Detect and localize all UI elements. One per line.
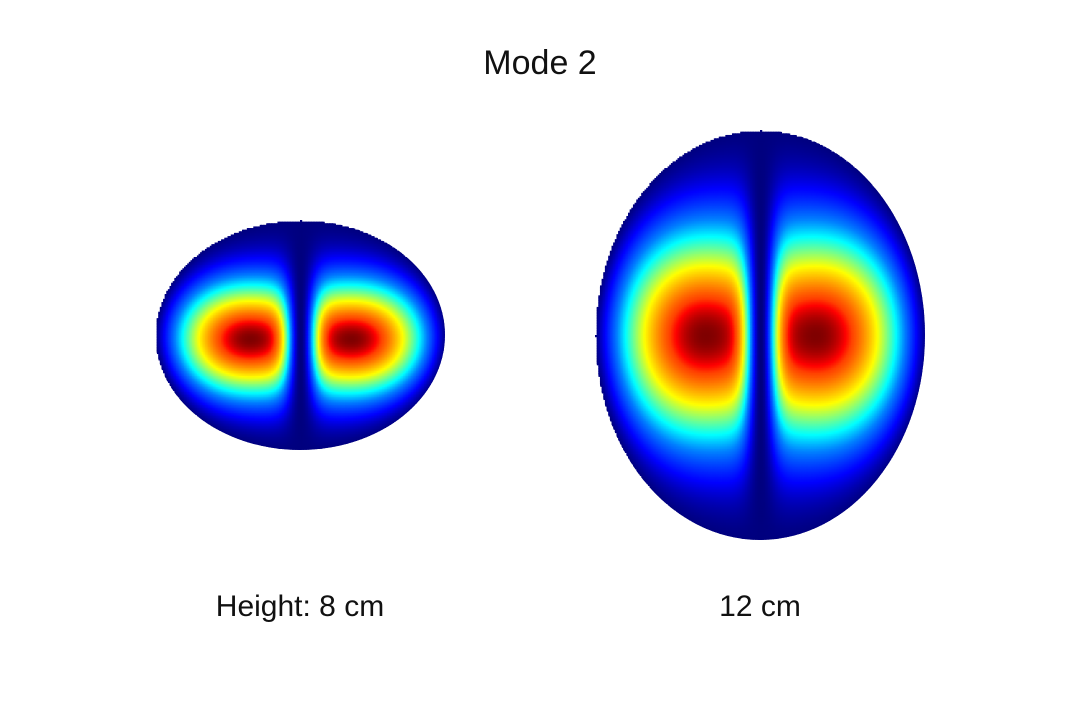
figure-title: Mode 2 [0,44,1080,83]
panel-label-left: Height: 8 cm [100,590,500,624]
mode-plot-left [153,218,447,452]
mode-plot-right [593,128,927,542]
panel-label-right: 12 cm [560,590,960,624]
